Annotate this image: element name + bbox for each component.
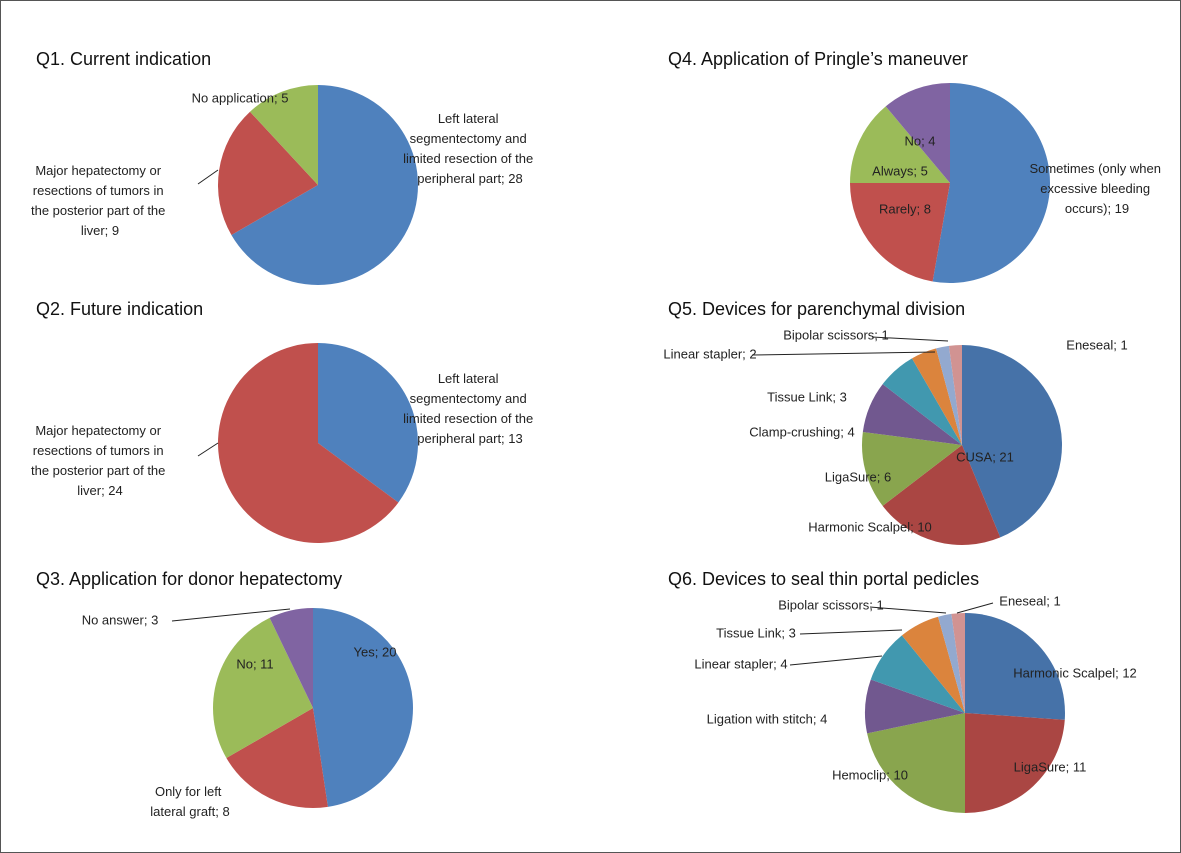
data-label: Linear stapler; 2 <box>663 346 756 361</box>
pie-slice <box>867 713 965 813</box>
data-label: No; 11 <box>236 656 273 671</box>
leader-line <box>789 655 883 666</box>
data-label: Left lateral segmentectomy and limited r… <box>403 371 537 446</box>
data-label: Harmonic Scalpel; 10 <box>808 519 932 534</box>
chart-title: Q5. Devices for parenchymal division <box>668 299 965 319</box>
pie-slice <box>249 85 318 185</box>
pie-slice <box>862 384 962 445</box>
leader-line <box>956 602 994 614</box>
leader-line <box>869 606 947 614</box>
data-label: Major hepatectomy or resections of tumor… <box>31 423 169 498</box>
pie-slice <box>850 106 950 183</box>
pie-slice <box>962 345 1063 538</box>
data-label: Harmonic Scalpel; 12 <box>1013 665 1137 680</box>
data-label: Linear stapler; 4 <box>694 656 787 671</box>
data-label: No answer; 3 <box>82 612 159 627</box>
pie-slice <box>938 613 965 713</box>
leader-line <box>197 169 219 185</box>
data-label: Rarely; 8 <box>879 201 931 216</box>
chart-title: Q2. Future indication <box>36 299 203 319</box>
leader-line <box>871 336 949 342</box>
leader-line <box>171 608 291 622</box>
pie-slice <box>932 83 1050 283</box>
chart-title: Q3. Application for donor hepatectomy <box>36 569 342 589</box>
data-label: Major hepatectomy or resections of tumor… <box>31 163 169 238</box>
pie-slice <box>948 345 962 445</box>
data-label: Left lateral segmentectomy and limited r… <box>403 111 537 186</box>
pie-slice <box>865 679 965 734</box>
data-label: Tissue Link; 3 <box>767 389 847 404</box>
data-label: Yes; 20 <box>354 644 397 659</box>
pie-slice <box>218 342 399 543</box>
pie-slice <box>912 348 962 445</box>
pie-slice <box>951 613 965 713</box>
data-label: Clamp-crushing; 4 <box>749 424 855 439</box>
chart-title: Q4. Application of Pringle’s maneuver <box>668 49 968 69</box>
data-label: Only for left lateral graft; 8 <box>150 784 230 819</box>
chart-title: Q1. Current indication <box>36 49 211 69</box>
leader-line <box>197 442 219 457</box>
data-label: Ligation with stitch; 4 <box>707 711 828 726</box>
data-label: Eneseal; 1 <box>1066 337 1127 352</box>
pie-slice <box>231 85 418 285</box>
chart-title: Q6. Devices to seal thin portal pedicles <box>668 569 979 589</box>
pie-slice <box>965 713 1065 813</box>
data-label: No; 4 <box>904 133 935 148</box>
data-label: LigaSure; 11 <box>1014 759 1087 774</box>
pie-slice <box>226 708 328 808</box>
pie-slice <box>313 608 413 807</box>
pie-slice <box>850 183 950 282</box>
leader-line <box>799 629 903 635</box>
pie-slice <box>965 613 1065 720</box>
data-label: Eneseal; 1 <box>999 593 1060 608</box>
pie-slice <box>882 358 962 445</box>
data-label: Tissue Link; 3 <box>716 625 796 640</box>
data-label: CUSA; 21 <box>956 449 1014 464</box>
pie-slice <box>318 342 418 503</box>
pie-slice <box>901 616 965 713</box>
pie-slice <box>861 431 962 506</box>
pie-slice <box>218 111 318 235</box>
leader-line <box>751 351 936 356</box>
pie-slice <box>885 83 950 183</box>
data-label: Always; 5 <box>872 163 928 178</box>
data-label: Bipolar scissors; 1 <box>783 327 888 342</box>
data-label: No application; 5 <box>192 90 289 105</box>
data-label: Hemoclip; 10 <box>832 767 908 782</box>
pie-slice <box>870 635 965 713</box>
pie-slice <box>882 445 1001 545</box>
pie-slice <box>936 345 962 445</box>
data-label: Sometimes (only when excessive bleeding … <box>1029 161 1164 216</box>
pie-slice <box>213 617 313 758</box>
data-label: Bipolar scissors; 1 <box>778 597 883 612</box>
pie-slice <box>269 608 313 708</box>
data-label: LigaSure; 6 <box>825 469 892 484</box>
